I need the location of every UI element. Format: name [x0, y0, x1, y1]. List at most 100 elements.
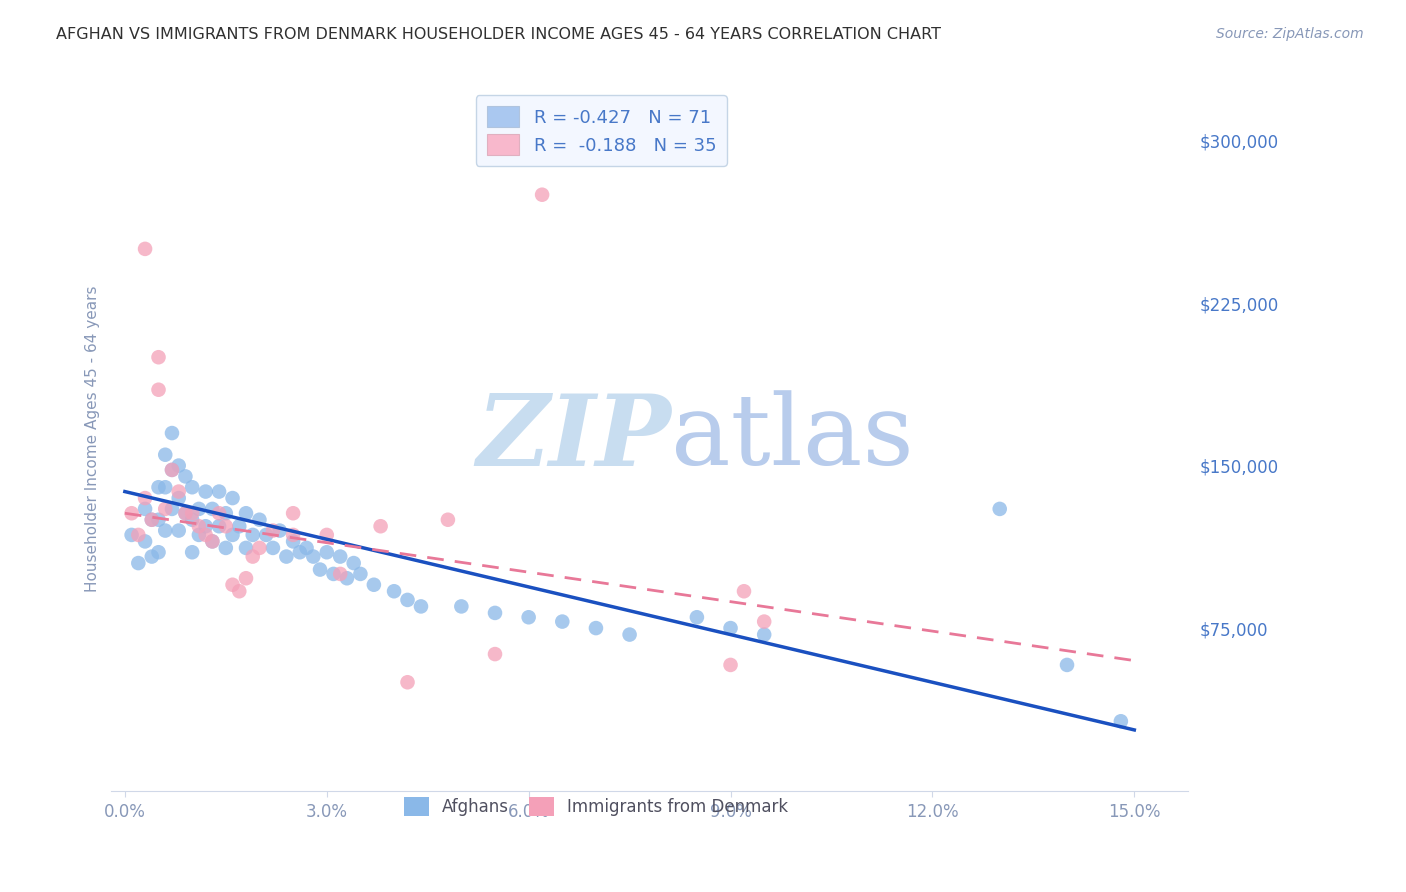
Text: atlas: atlas	[671, 391, 914, 486]
Point	[187, 502, 209, 516]
Point	[148, 350, 170, 364]
Point	[160, 425, 183, 440]
Point	[167, 524, 190, 538]
Point	[437, 513, 460, 527]
Text: AFGHAN VS IMMIGRANTS FROM DENMARK HOUSEHOLDER INCOME AGES 45 - 64 YEARS CORRELAT: AFGHAN VS IMMIGRANTS FROM DENMARK HOUSEH…	[56, 27, 941, 42]
Point	[262, 524, 284, 538]
Point	[754, 627, 776, 641]
Point	[127, 528, 149, 542]
Point	[134, 502, 156, 516]
Point	[221, 528, 243, 542]
Point	[121, 506, 143, 520]
Point	[484, 606, 506, 620]
Point	[121, 528, 143, 542]
Point	[733, 584, 755, 599]
Point	[181, 480, 204, 494]
Point	[336, 571, 359, 585]
Point	[619, 627, 641, 641]
Point	[194, 484, 217, 499]
Point	[160, 463, 183, 477]
Point	[134, 534, 156, 549]
Point	[281, 534, 304, 549]
Point	[134, 242, 156, 256]
Point	[174, 506, 197, 520]
Point	[148, 480, 170, 494]
Point	[155, 502, 177, 516]
Point	[254, 528, 277, 542]
Point	[194, 519, 217, 533]
Point	[329, 566, 352, 581]
Point	[221, 491, 243, 505]
Point	[148, 383, 170, 397]
Point	[450, 599, 472, 614]
Point	[276, 549, 298, 564]
Point	[141, 513, 163, 527]
Point	[160, 502, 183, 516]
Point	[148, 513, 170, 527]
Point	[208, 519, 231, 533]
Text: Source: ZipAtlas.com: Source: ZipAtlas.com	[1216, 27, 1364, 41]
Point	[148, 545, 170, 559]
Point	[181, 545, 204, 559]
Point	[215, 541, 238, 555]
Point	[187, 519, 209, 533]
Point	[228, 584, 250, 599]
Point	[754, 615, 776, 629]
Point	[262, 541, 284, 555]
Point	[363, 578, 385, 592]
Point	[409, 599, 432, 614]
Legend: Afghans, Immigrants from Denmark: Afghans, Immigrants from Denmark	[395, 789, 797, 824]
Point	[396, 593, 419, 607]
Point	[531, 187, 554, 202]
Point	[215, 519, 238, 533]
Point	[208, 506, 231, 520]
Point	[174, 506, 197, 520]
Point	[155, 524, 177, 538]
Point	[242, 549, 264, 564]
Point	[235, 541, 257, 555]
Point	[322, 566, 344, 581]
Point	[181, 513, 204, 527]
Point	[517, 610, 540, 624]
Point	[134, 491, 156, 505]
Point	[187, 528, 209, 542]
Point	[249, 513, 271, 527]
Point	[288, 545, 311, 559]
Point	[242, 528, 264, 542]
Point	[329, 549, 352, 564]
Point	[215, 506, 238, 520]
Point	[382, 584, 405, 599]
Point	[484, 647, 506, 661]
Point	[249, 541, 271, 555]
Point	[686, 610, 709, 624]
Point	[349, 566, 371, 581]
Point	[281, 528, 304, 542]
Point	[720, 657, 742, 672]
Point	[269, 524, 291, 538]
Point	[315, 545, 337, 559]
Point	[167, 491, 190, 505]
Point	[1056, 657, 1078, 672]
Point	[155, 448, 177, 462]
Point	[1109, 714, 1132, 729]
Point	[155, 480, 177, 494]
Point	[141, 549, 163, 564]
Text: ZIP: ZIP	[477, 390, 671, 487]
Point	[988, 502, 1011, 516]
Point	[343, 556, 366, 570]
Point	[160, 463, 183, 477]
Point	[201, 502, 224, 516]
Point	[181, 506, 204, 520]
Point	[235, 571, 257, 585]
Point	[309, 563, 332, 577]
Point	[174, 469, 197, 483]
Point	[370, 519, 392, 533]
Point	[396, 675, 419, 690]
Point	[315, 528, 337, 542]
Point	[720, 621, 742, 635]
Point	[141, 513, 163, 527]
Point	[127, 556, 149, 570]
Point	[295, 541, 318, 555]
Point	[551, 615, 574, 629]
Point	[302, 549, 325, 564]
